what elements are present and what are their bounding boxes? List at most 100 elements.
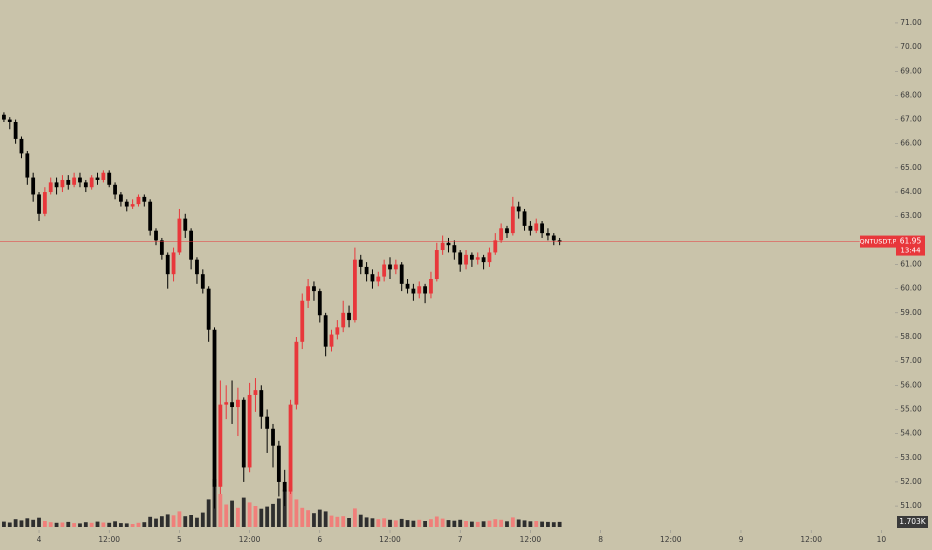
volume-bar (136, 522, 141, 527)
volume-bar (54, 522, 59, 527)
candle-body (124, 201, 129, 207)
volume-bar (271, 503, 275, 527)
x-tick-label: 9 (739, 535, 744, 544)
volume-bar (72, 523, 77, 527)
x-tick-label: 12:00 (800, 535, 822, 544)
candle-body (113, 184, 117, 195)
volume-bar (510, 517, 515, 527)
candle-body (364, 266, 369, 275)
volume-bar (89, 522, 94, 527)
candle-body (294, 341, 299, 405)
volume-bar (458, 519, 463, 527)
candle-body (212, 329, 217, 487)
x-tick-label: 12:00 (239, 535, 261, 544)
symbol-box (860, 235, 896, 248)
x-tick-label: 6 (317, 535, 322, 544)
x-tick-label: 5 (177, 535, 182, 544)
volume-bar (154, 518, 158, 527)
x-tick-label: 12:00 (379, 535, 401, 544)
y-tick-label: 71.00 (900, 18, 922, 27)
candle-body (358, 259, 363, 267)
volume-bar (551, 522, 556, 527)
volume-bar (429, 519, 433, 527)
candle-body (429, 279, 433, 294)
candle-body (89, 177, 94, 188)
candle-body (19, 138, 24, 154)
candle-body (60, 179, 65, 188)
volume-bar (335, 516, 340, 527)
candle-body (434, 250, 439, 280)
volume-bar (528, 521, 533, 527)
price-box (896, 235, 925, 256)
volume-bar (440, 518, 445, 527)
candle-body (265, 416, 270, 429)
candle-body (276, 445, 281, 482)
candle-body (241, 399, 246, 468)
volume-bar (493, 519, 498, 527)
volume-bar (434, 516, 439, 527)
y-tick-label: 58.00 (900, 332, 922, 341)
candle-body (159, 240, 164, 255)
candle-body (551, 235, 556, 241)
volume-bar (19, 520, 24, 527)
volume-bar (347, 518, 351, 527)
candle-body (399, 264, 404, 284)
volume-bar (130, 524, 135, 527)
volume-bar (113, 521, 117, 527)
y-tick-label: 52.00 (900, 477, 922, 486)
volume-bar (119, 523, 123, 527)
candle-body (31, 177, 36, 195)
volume-bar (446, 520, 451, 527)
volume-bar (107, 522, 112, 527)
volume-bar (241, 497, 246, 527)
candle-body (54, 182, 59, 188)
volume-bar (300, 507, 305, 527)
candle-body (446, 242, 451, 246)
y-tick-label: 54.00 (900, 429, 922, 438)
y-tick-label: 63.00 (900, 211, 922, 220)
candle-body (25, 153, 30, 178)
volume-bar (124, 523, 129, 527)
candle-body (282, 481, 287, 492)
candle-body (323, 315, 328, 347)
volume-bar (25, 518, 30, 527)
volume-bar (259, 508, 264, 527)
candle-body (13, 121, 18, 139)
volume-bar (142, 522, 147, 527)
candle-body (510, 206, 515, 234)
candle-body (329, 334, 334, 347)
volume-bar (364, 517, 369, 527)
candle-body (206, 288, 211, 330)
volume-bar (224, 504, 229, 527)
volume-bar (306, 510, 311, 527)
volume-bar (195, 517, 199, 527)
volume-bar (487, 520, 492, 527)
candle-body (95, 177, 100, 180)
candle-body (247, 394, 252, 468)
candle-body (171, 252, 176, 275)
volume-bar (288, 486, 293, 527)
volume-bar (393, 520, 398, 527)
volume-bar (546, 521, 550, 527)
candle-body (130, 204, 135, 207)
volume-bar (469, 521, 474, 527)
countdown-label: 13:44 (900, 247, 921, 255)
volume-bar (159, 516, 164, 527)
candle-body (534, 223, 539, 231)
x-tick-label: 12:00 (520, 535, 542, 544)
x-tick-label: 8 (598, 535, 603, 544)
volume-bar (499, 519, 504, 527)
candle-body (317, 291, 322, 316)
candle-body (83, 182, 88, 188)
volume-bar (78, 523, 82, 527)
volume-bar (247, 502, 252, 527)
candle-body (464, 254, 468, 265)
candle-body (66, 179, 71, 185)
candle-body (370, 274, 375, 282)
candle-body (452, 245, 457, 253)
y-tick-label: 67.00 (900, 115, 922, 124)
volume-bar (253, 506, 258, 527)
volume-bar (42, 521, 47, 527)
volume-bar (475, 521, 480, 527)
